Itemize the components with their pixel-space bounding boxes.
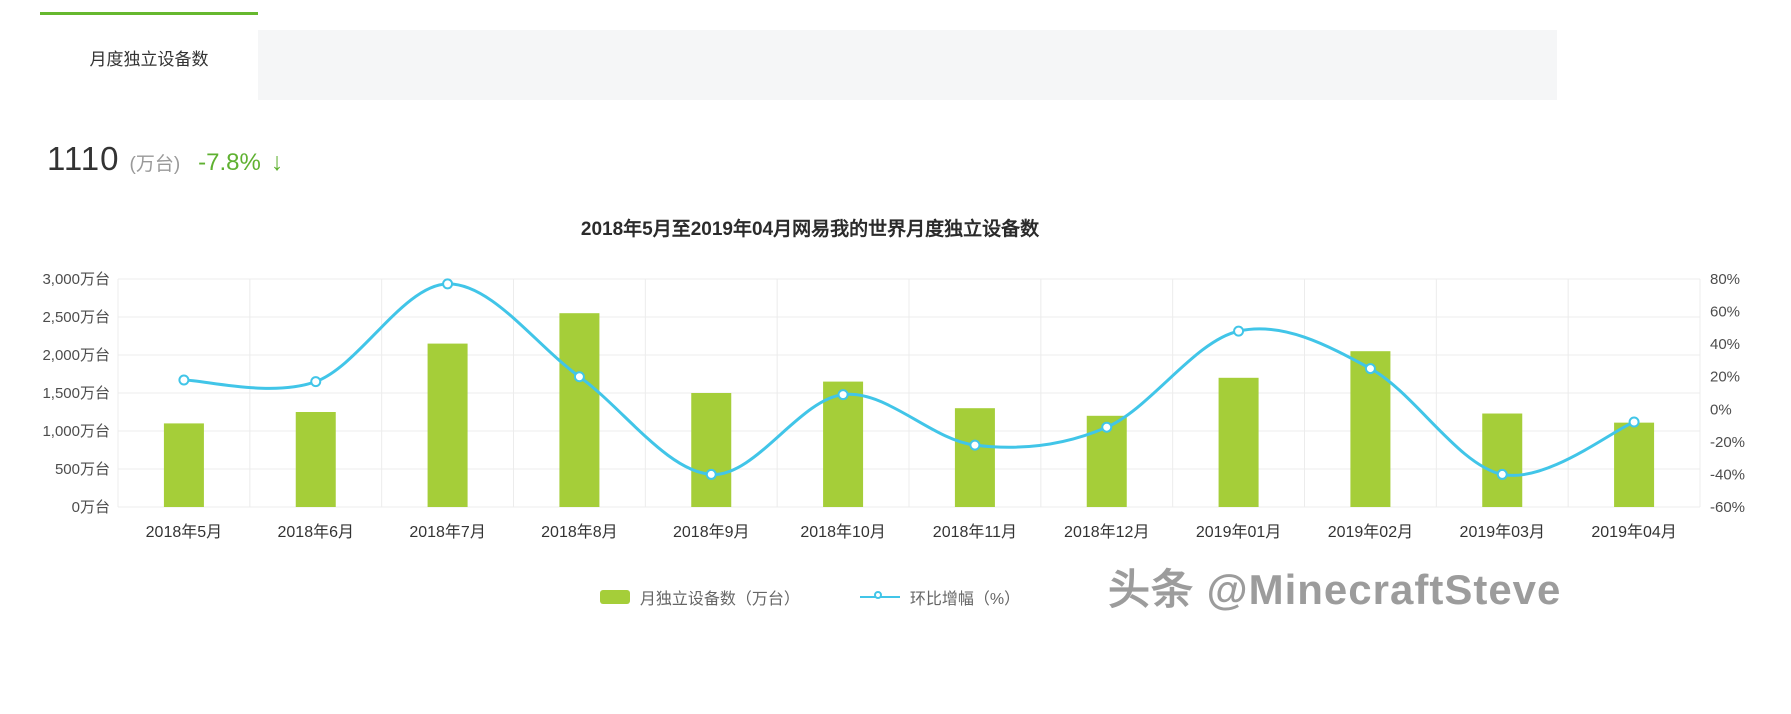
bar-2019年04月[interactable] xyxy=(1614,422,1655,507)
line-marker-2019年01月[interactable] xyxy=(1233,325,1245,337)
chart-section: 2018年5月至2019年04月网易我的世界月度独立设备数 0万台 500万台 1,… xyxy=(40,214,1756,609)
right-axis-label: -20% xyxy=(1710,434,1745,451)
right-axis-label: 0% xyxy=(1710,401,1732,418)
tab-bar: 月度独立设备数 xyxy=(40,12,1557,100)
line-marker-2018年9月[interactable] xyxy=(705,468,717,480)
tab-monthly-devices[interactable]: 月度独立设备数 xyxy=(40,12,258,100)
x-axis-label: 2019年04月 xyxy=(1591,523,1676,541)
growth-line xyxy=(182,282,1636,477)
bar-2018年6月[interactable] xyxy=(295,412,336,507)
x-axis-label: 2018年5月 xyxy=(146,523,223,541)
left-axis-label: 3,000万台 xyxy=(42,271,110,288)
bar-2019年01月[interactable] xyxy=(1218,377,1259,507)
line-marker-2018年6月[interactable] xyxy=(310,376,322,388)
bar-2018年10月[interactable] xyxy=(823,381,864,507)
x-axis-label: 2018年8月 xyxy=(541,523,618,541)
line-legend-label: 环比增幅（%） xyxy=(909,591,1021,608)
left-axis-label: 500万台 xyxy=(55,461,110,478)
line-legend-icon xyxy=(859,591,900,602)
chart-legend: 月独立设备数（万台） 环比增幅（%） xyxy=(40,585,1580,609)
bar-2018年9月[interactable] xyxy=(691,393,732,507)
tab-bar-background xyxy=(258,30,1557,100)
x-axis-label: 2018年6月 xyxy=(278,523,355,541)
bar-2018年8月[interactable] xyxy=(559,313,600,507)
right-axis-label: 40% xyxy=(1710,336,1740,353)
bar-2018年11月[interactable] xyxy=(954,408,995,507)
x-axis-label: 2018年12月 xyxy=(1064,523,1149,541)
line-marker-2018年12月[interactable] xyxy=(1101,421,1113,433)
legend-item-bar-series[interactable]: 月独立设备数（万台） xyxy=(599,585,800,609)
line-marker-2018年7月[interactable] xyxy=(442,278,454,290)
left-axis-label: 1,500万台 xyxy=(42,385,110,402)
x-axis-label: 2019年03月 xyxy=(1460,523,1545,541)
line-marker-2018年8月[interactable] xyxy=(573,371,585,383)
watermark: 头条 @MinecraftSteve xyxy=(1108,566,1562,613)
x-axis-label: 2019年02月 xyxy=(1328,523,1413,541)
chart-title: 2018年5月至2019年04月网易我的世界月度独立设备数 xyxy=(580,219,1040,240)
left-axis-label: 2,000万台 xyxy=(42,347,110,364)
chart-canvas: 0万台 500万台 1,000万台 1,500万台 2,000万台 2,500万台 3,00… xyxy=(42,271,1745,541)
bar-2019年02月[interactable] xyxy=(1350,351,1391,507)
right-axis-label: 60% xyxy=(1710,304,1740,321)
down-arrow-icon: ↓ xyxy=(270,148,284,176)
legend-item-line-series[interactable]: 环比增幅（%） xyxy=(859,585,1021,609)
line-marker-2019年02月[interactable] xyxy=(1364,363,1376,375)
headline: 1110 (万台) -7.8% ↓ xyxy=(47,140,283,178)
line-marker-2018年5月[interactable] xyxy=(178,374,190,386)
tab-monthly-devices-label: 月度独立设备数 xyxy=(89,50,209,69)
bar-2018年7月[interactable] xyxy=(427,343,468,507)
bar-legend-label: 月独立设备数（万台） xyxy=(639,591,800,608)
headline-change: -7.8% xyxy=(198,149,261,176)
x-axis-label: 2019年01月 xyxy=(1196,523,1281,541)
left-axis-label: 2,500万台 xyxy=(42,309,110,326)
line-marker-2018年10月[interactable] xyxy=(837,389,849,401)
line-marker-2019年04月[interactable] xyxy=(1628,416,1640,428)
bar-2018年5月[interactable] xyxy=(163,423,204,507)
bar-2019年03月[interactable] xyxy=(1482,413,1523,507)
line-marker-2019年03月[interactable] xyxy=(1496,468,1508,480)
x-axis-label: 2018年7月 xyxy=(409,523,486,541)
right-axis-label: -60% xyxy=(1710,499,1745,516)
right-axis-label: 80% xyxy=(1710,271,1740,288)
x-axis-label: 2018年11月 xyxy=(933,523,1017,541)
bar-legend-swatch-icon xyxy=(599,590,630,604)
headline-value: 1110 xyxy=(47,140,120,177)
x-axis-label: 2018年9月 xyxy=(673,523,750,541)
x-axis-label: 2018年10月 xyxy=(800,523,885,541)
headline-unit: (万台) xyxy=(129,154,181,175)
line-marker-2018年11月[interactable] xyxy=(969,439,981,451)
left-axis-label: 0万台 xyxy=(72,499,110,516)
right-axis-label: -40% xyxy=(1710,466,1745,483)
right-axis-label: 20% xyxy=(1710,369,1740,386)
left-axis-label: 1,000万台 xyxy=(42,423,110,440)
